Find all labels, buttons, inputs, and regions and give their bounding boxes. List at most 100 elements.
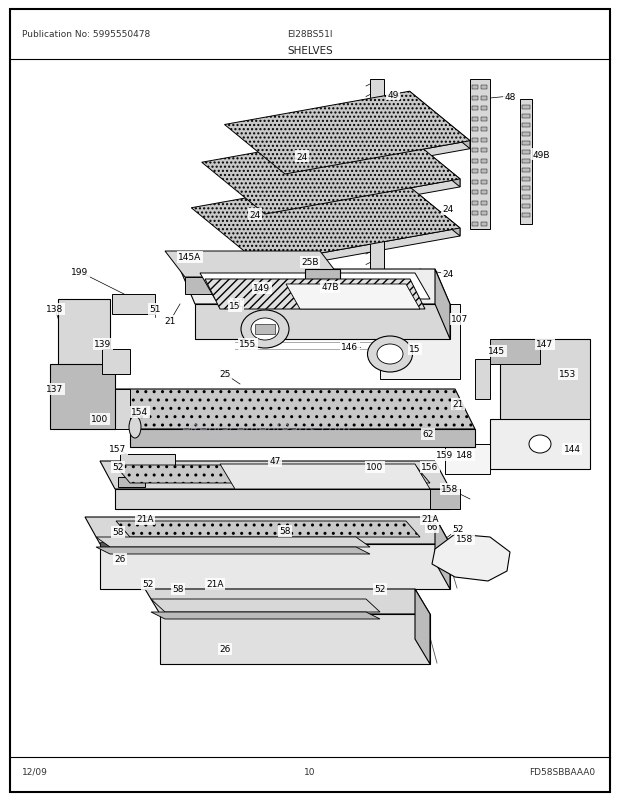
Text: 58: 58 [172,585,184,593]
Text: 51: 51 [149,305,161,314]
Bar [522,106,530,110]
Text: 12/09: 12/09 [22,767,48,776]
Bar [481,170,487,174]
Polygon shape [432,534,510,581]
Bar [522,151,530,155]
Text: 21: 21 [231,300,242,309]
Bar [472,170,478,174]
Text: 154: 154 [131,408,149,417]
Text: 21A: 21A [421,515,439,524]
Bar [472,222,478,226]
Bar [522,133,530,137]
Text: SHELVES: SHELVES [287,46,333,56]
Text: 15: 15 [409,345,421,354]
Polygon shape [191,172,460,265]
Polygon shape [151,599,380,612]
Bar [522,124,530,128]
Bar [522,168,530,172]
Bar [472,138,478,142]
Bar [481,191,487,195]
Polygon shape [435,517,450,589]
Text: 47B: 47B [321,283,339,292]
Polygon shape [380,305,460,379]
Polygon shape [160,614,430,664]
Text: 47: 47 [269,457,281,466]
Polygon shape [370,80,384,280]
Polygon shape [500,339,590,439]
Bar [472,191,478,195]
Bar [481,138,487,142]
Bar [472,212,478,216]
Polygon shape [445,444,490,475]
Ellipse shape [368,337,412,373]
Polygon shape [520,100,532,225]
Polygon shape [220,464,430,489]
Text: 52: 52 [143,580,154,589]
Polygon shape [202,128,460,215]
Ellipse shape [529,435,551,453]
Bar [472,160,478,164]
Polygon shape [100,545,450,589]
Text: 26: 26 [219,645,231,654]
Text: 48: 48 [504,92,516,101]
Text: 26: 26 [114,555,126,564]
Ellipse shape [129,416,141,439]
Text: 157: 157 [109,445,126,454]
Bar [522,142,530,146]
Polygon shape [58,300,110,370]
Polygon shape [265,180,460,223]
Bar [481,128,487,132]
Polygon shape [112,294,155,314]
Bar [522,214,530,217]
Polygon shape [200,273,430,300]
Text: 21: 21 [453,400,464,409]
Bar [481,86,487,90]
Text: 158: 158 [456,535,474,544]
Text: 100: 100 [91,415,108,424]
Ellipse shape [377,345,403,365]
Polygon shape [165,252,340,277]
Text: 24: 24 [296,152,308,161]
Text: 52: 52 [374,585,386,593]
Bar [481,96,487,100]
Bar [481,117,487,121]
Polygon shape [110,390,475,429]
Text: 158: 158 [441,485,459,494]
Polygon shape [151,612,380,619]
Polygon shape [185,277,340,294]
Polygon shape [195,305,450,339]
Text: 153: 153 [559,370,577,379]
Text: Publication No: 5995550478: Publication No: 5995550478 [22,30,150,39]
Text: 25B: 25B [301,258,319,267]
Bar [481,149,487,153]
Text: 138: 138 [46,305,64,314]
Text: 145: 145 [489,347,505,356]
Text: 10: 10 [304,767,316,776]
Polygon shape [305,269,340,294]
Polygon shape [96,547,370,554]
Bar [481,222,487,226]
Text: 107: 107 [451,315,469,324]
Ellipse shape [241,310,289,349]
Polygon shape [224,92,470,175]
Text: EI28BS51I: EI28BS51I [287,30,333,39]
Polygon shape [205,280,425,310]
Text: FD58SBBAAA0: FD58SBBAAA0 [529,767,595,776]
Bar [481,180,487,184]
Bar [522,160,530,164]
Text: 199: 199 [71,268,89,277]
Text: 52: 52 [112,463,123,472]
Ellipse shape [251,318,279,341]
Bar [472,117,478,121]
Bar [255,325,275,334]
Text: 139: 139 [94,340,112,349]
Bar [522,205,530,209]
Polygon shape [118,477,145,488]
Text: 49B: 49B [532,150,550,160]
Text: 21A: 21A [136,515,154,524]
Polygon shape [115,465,430,484]
Text: 24: 24 [443,205,454,214]
Polygon shape [100,461,450,489]
Polygon shape [50,365,115,429]
Polygon shape [116,521,420,537]
